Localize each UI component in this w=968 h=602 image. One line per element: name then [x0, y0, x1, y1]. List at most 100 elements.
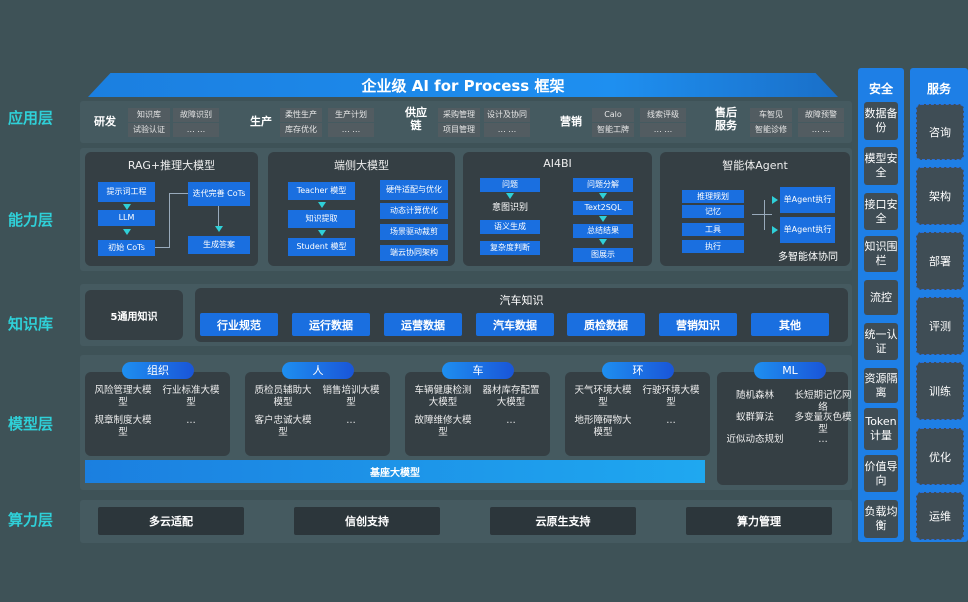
flow-node: 问题分解 [573, 178, 633, 192]
security-item[interactable]: Token计量 [864, 408, 898, 450]
flow-node: 总结结果 [573, 224, 633, 238]
flow-node: 单Agent执行 [780, 217, 835, 243]
connector-line [169, 193, 188, 194]
knowledge-chip[interactable]: 其他 [751, 313, 829, 336]
compute-item: 云原生支持 [490, 507, 636, 535]
layer-label-compute: 算力层 [8, 511, 54, 529]
flow-node: 语义生成 [480, 220, 540, 234]
app-group-label: 售后服务 [715, 106, 737, 132]
model-item: 质检员辅助大模型 [254, 385, 312, 408]
rag-panel-title: RAG+推理大模型 [127, 159, 216, 172]
app-item: … … [173, 123, 219, 137]
layer-label-app: 应用层 [8, 109, 54, 127]
agent-panel: 智能体Agent 推理规划 记忆 工具 执行 单Agent执行 单Agent执行 多智能体协同 [660, 152, 850, 266]
app-item: 生产计划 [328, 108, 374, 122]
security-item[interactable]: 统一认证 [864, 323, 898, 360]
flow-node: 执行 [682, 240, 744, 253]
security-item[interactable]: 知识围栏 [864, 236, 898, 272]
security-item[interactable]: 模型安全 [864, 147, 898, 185]
flow-node: 提示词工程 [98, 182, 155, 202]
model-group-tag: 组织 [122, 362, 194, 379]
arrow-down-icon [318, 202, 326, 208]
flow-node: 工具 [682, 223, 744, 236]
model-item: 规章制度大模型 [94, 415, 152, 438]
flow-node: 动态计算优化 [380, 203, 448, 219]
service-title: 服务 [926, 82, 951, 96]
arrow-right-icon [772, 196, 778, 204]
model-item: 地形障碍物大模型 [574, 415, 632, 438]
connector-line [764, 200, 765, 230]
service-item[interactable]: 评测 [916, 297, 964, 355]
ai4bi-panel-title: AI4BI [543, 157, 572, 170]
app-item: … … [798, 123, 844, 137]
security-item[interactable]: 流控 [864, 280, 898, 315]
model-item: 风险管理大模型 [94, 385, 152, 408]
layer-label-model: 模型层 [8, 415, 54, 433]
more-ellipsis: … [346, 415, 356, 426]
service-item[interactable]: 优化 [916, 428, 964, 485]
model-item: 客户忠诚大模型 [254, 415, 312, 438]
arrow-down-icon [123, 204, 131, 210]
knowledge-chip[interactable]: 营销知识 [659, 313, 737, 336]
knowledge-chip[interactable]: 汽车数据 [476, 313, 554, 336]
security-item[interactable]: 数据备份 [864, 102, 898, 140]
app-item: 故障识别 [173, 108, 219, 122]
compute-item: 信创支持 [294, 507, 440, 535]
model-group-tag: 人 [282, 362, 354, 379]
flow-node: 复杂度判断 [480, 241, 540, 255]
service-item[interactable]: 架构 [916, 167, 964, 225]
edge-model-panel-title: 端侧大模型 [334, 159, 389, 172]
app-item: 库存优化 [280, 123, 322, 137]
framework-title: 企业级 AI for Process 框架 [88, 73, 838, 97]
arrow-down-icon [318, 230, 326, 236]
flow-node: 硬件适配与优化 [380, 180, 448, 200]
app-item: 采购管理 [438, 108, 480, 122]
model-group-tag: ML [754, 362, 826, 379]
security-item[interactable]: 资源隔离 [864, 368, 898, 403]
model-group-panel [85, 372, 230, 456]
flow-node: 记忆 [682, 205, 744, 218]
service-item[interactable]: 训练 [916, 362, 964, 420]
flow-node: 知识提取 [288, 210, 355, 228]
flow-node: Teacher 模型 [288, 182, 355, 200]
compute-item: 多云适配 [98, 507, 244, 535]
security-item[interactable]: 接口安全 [864, 193, 898, 230]
model-item: 车辆健康检测大模型 [414, 385, 472, 408]
flow-node: 端云协同架构 [380, 245, 448, 261]
arrow-down-icon [215, 226, 223, 232]
knowledge-chip[interactable]: 质检数据 [567, 313, 645, 336]
knowledge-chip[interactable]: 行业规范 [200, 313, 278, 336]
more-ellipsis: … [818, 434, 828, 445]
service-item[interactable]: 部署 [916, 232, 964, 290]
security-title: 安全 [868, 82, 893, 96]
model-group-panel [245, 372, 390, 456]
app-group-label: 供应链 [405, 106, 427, 132]
model-item: 天气环境大模型 [574, 385, 632, 408]
security-item[interactable]: 负载均衡 [864, 500, 898, 538]
more-ellipsis: … [186, 415, 196, 426]
knowledge-chip[interactable]: 运行数据 [292, 313, 370, 336]
connector-line [169, 193, 170, 248]
model-item: 随机森林 [735, 390, 774, 401]
flow-node: 场景驱动裁剪 [380, 224, 448, 240]
flow-node: 推理规划 [682, 190, 744, 203]
intent-text: 意图识别 [491, 203, 528, 213]
service-item[interactable]: 咨询 [916, 104, 964, 160]
arrow-down-icon [506, 193, 514, 199]
service-item[interactable]: 运维 [916, 492, 964, 540]
security-item[interactable]: 价值导向 [864, 455, 898, 492]
more-ellipsis: … [506, 415, 516, 426]
arrow-down-icon [599, 216, 607, 222]
model-item: 近似动态规划 [726, 434, 784, 445]
model-item: 蚁群算法 [735, 412, 774, 423]
layer-label-knowledge: 知识库 [8, 315, 54, 333]
knowledge-chip[interactable]: 运营数据 [384, 313, 462, 336]
app-item: 知识库 [128, 108, 170, 122]
model-item: 行业标准大模型 [162, 385, 220, 408]
model-group-panel [717, 372, 848, 485]
auto-knowledge-title: 汽车知识 [499, 294, 544, 307]
layer-label-capability: 能力层 [8, 211, 54, 229]
model-item: 多变量灰色模型 [794, 412, 852, 435]
flow-node: 初始 CoTs [98, 240, 155, 256]
model-group-panel [565, 372, 710, 456]
